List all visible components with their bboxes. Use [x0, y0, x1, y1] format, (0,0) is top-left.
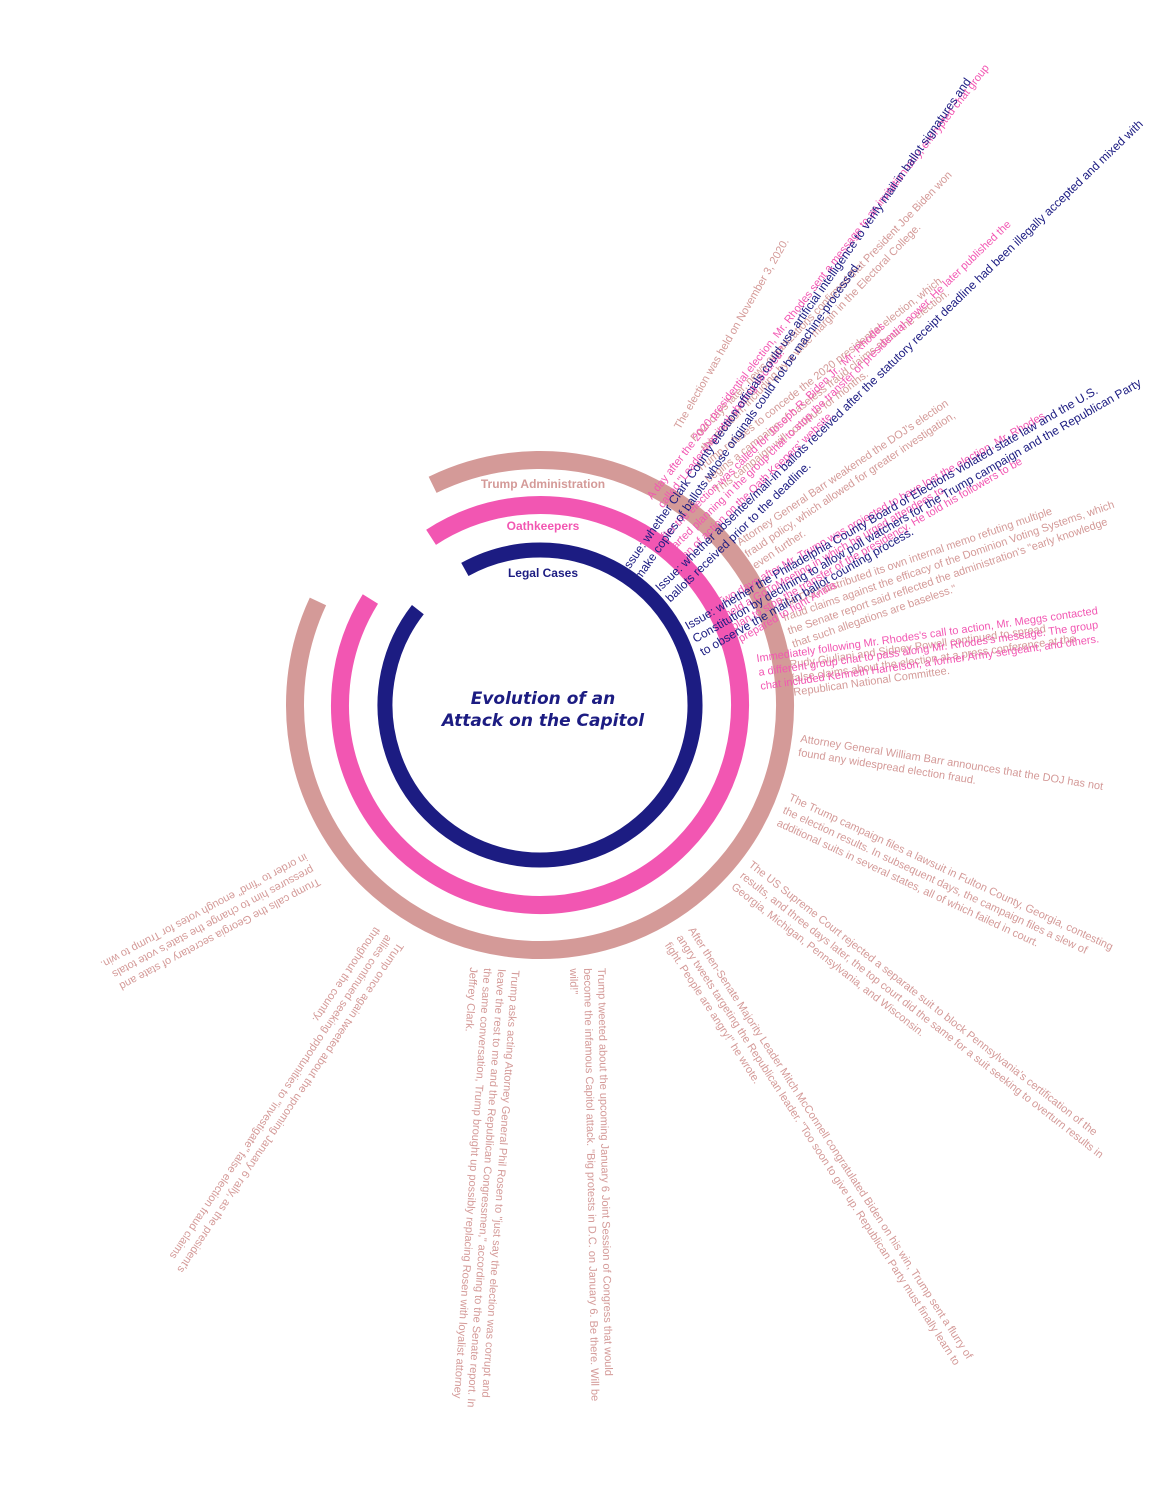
ring-label-oathkeepers: Oathkeepers [507, 519, 580, 533]
annotation-line: Georgia, Michigan, Pennsylvania, and Wis… [729, 881, 927, 1039]
ring-trump-administration [286, 451, 794, 959]
annotation-trump-administration: After then-Senate Majority Leader Mitch … [662, 925, 975, 1377]
annotation-trump-administration: Trump tweeted about the upcoming January… [567, 967, 615, 1402]
ring-label-legal-cases: Legal Cases [508, 566, 578, 580]
annotation-trump-administration: Trump calls the Georgia secretary of sta… [98, 851, 322, 995]
ring-oathkeepers [331, 496, 749, 914]
annotation-line: Jeffrey Clark. [463, 967, 479, 1032]
annotation-trump-administration: Attorney General William Barr announces … [797, 733, 1104, 807]
title-line-2: Attack on the Capitol [440, 711, 645, 731]
annotation-line: allies continued seeking opportunities t… [167, 932, 394, 1261]
ring-label-trump-administration: Trump Administration [481, 477, 605, 491]
title-line-1: Evolution of an [471, 689, 616, 709]
category-rings [286, 451, 794, 959]
annotation-trump-administration: Trump asks acting Attorney General Phil … [436, 967, 521, 1409]
annotation-line: Trump once again tweeted about the upcom… [174, 940, 405, 1275]
ring-labels: Trump Administration Oathkeepers Legal C… [481, 477, 605, 580]
diagram-title: Evolution of an Attack on the Capitol [440, 689, 645, 731]
annotation-line: wild!" [567, 967, 579, 994]
annotation-line: pressures him to change the state's vote… [110, 863, 316, 980]
annotation-trump-administration: The US Supreme Court rejected a separate… [729, 859, 1114, 1172]
annotation-line: After then-Senate Majority Leader Mitch … [685, 925, 975, 1362]
ring-legal-cases [377, 542, 703, 868]
event-annotations: The election was held on November 3, 202… [98, 62, 1145, 1409]
annotation-trump-administration: Trump once again tweeted about the upcom… [151, 925, 405, 1275]
